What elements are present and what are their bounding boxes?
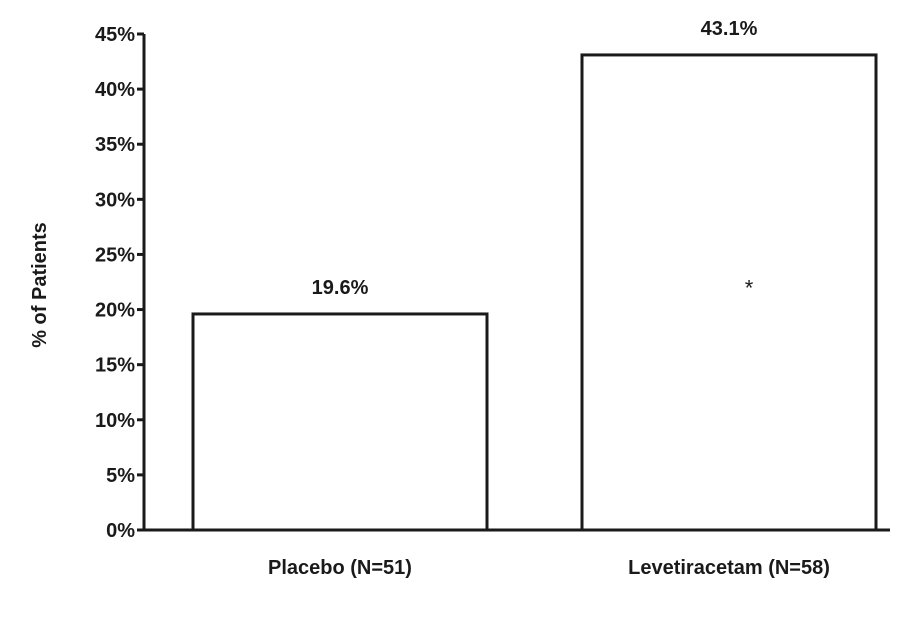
bar [191,312,489,532]
y-axis-ticks: 0% 5% 10% 15% 20% 25% 30% 35% 40% 45% [95,24,144,542]
data-label: 19.6% [312,277,369,299]
y-tick-label: 30% [95,189,135,211]
y-tick-label: 15% [95,355,135,377]
y-tick-label: 45% [95,24,135,46]
y-tick-label: 10% [95,410,135,432]
bars [191,53,878,532]
significance-marker: * [745,275,754,300]
y-tick-label: 20% [95,300,135,322]
y-tick-label: 0% [106,520,135,542]
labels: 19.6% Placebo (N=51) 43.1% Levetiracetam (N… [268,18,830,579]
y-axis-title: % of Patients [29,222,51,348]
data-label: 43.1% [701,18,758,40]
y-tick-label: 5% [106,465,135,487]
x-category-label: Placebo (N=51) [268,557,412,579]
x-category-label: Levetiracetam (N=58) [628,557,830,579]
y-tick-label: 35% [95,134,135,156]
y-axis-title-group: % of Patients [29,222,51,348]
bar [580,53,878,532]
y-tick-label: 25% [95,244,135,266]
y-tick-label: 40% [95,79,135,101]
